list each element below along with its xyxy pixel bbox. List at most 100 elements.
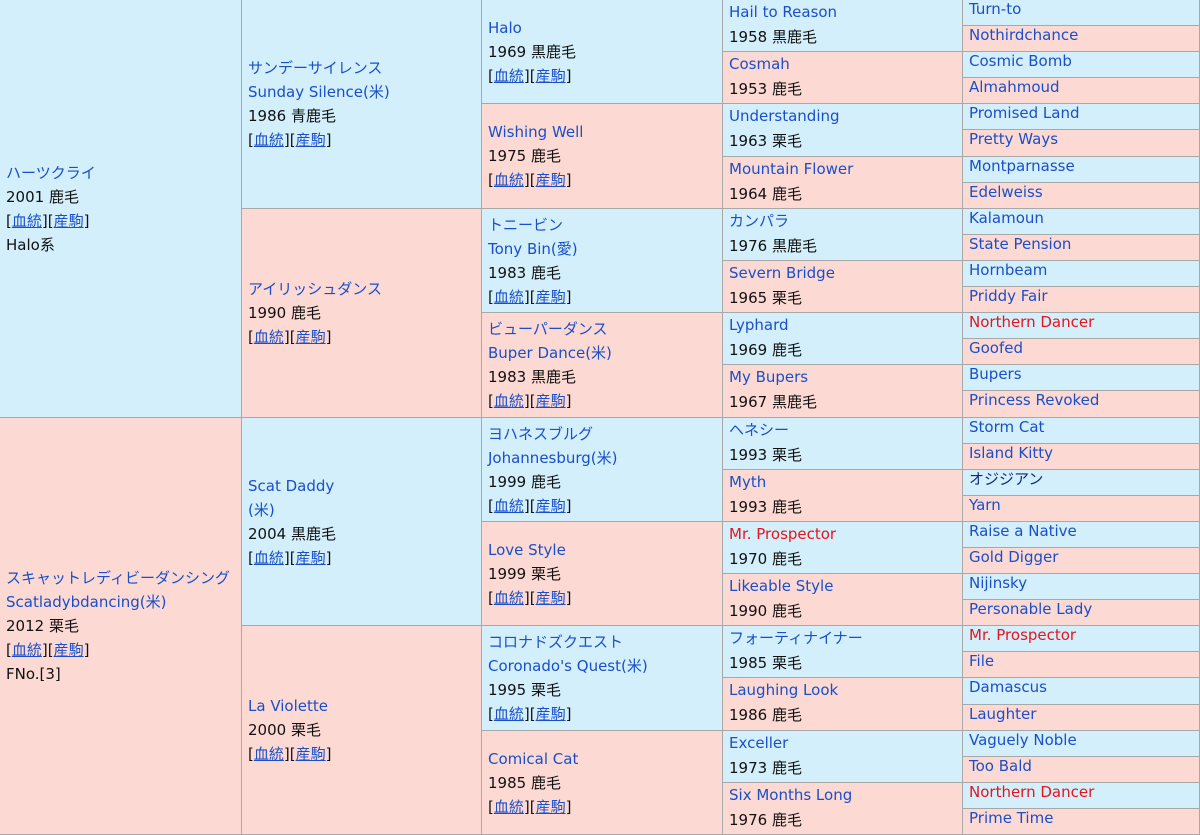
horse-name[interactable]: Coronado's Quest(米) xyxy=(488,657,648,675)
horse-name[interactable]: Severn Bridge xyxy=(729,264,835,282)
link[interactable]: 産駒 xyxy=(53,211,84,230)
horse-name[interactable]: アイリッシュダンス xyxy=(248,280,382,298)
horse-name[interactable]: Love Style xyxy=(488,540,566,559)
horse-name[interactable]: Johannesburg(米) xyxy=(488,448,618,467)
horse-name[interactable]: ハーツクライ xyxy=(6,163,96,182)
horse-name[interactable]: ヘネシー xyxy=(729,421,790,439)
horse-name[interactable]: フォーティナイナー xyxy=(729,629,863,647)
horse-name[interactable]: Scatladybdancing(米) xyxy=(6,593,167,611)
link[interactable]: 血統 xyxy=(253,131,284,149)
horse-name[interactable]: Laughter xyxy=(969,705,1037,723)
horse-name[interactable]: Montparnasse xyxy=(969,157,1075,175)
horse-name[interactable]: Mr. Prospector xyxy=(969,626,1077,644)
link[interactable]: 血統 xyxy=(493,171,524,189)
horse-name[interactable]: File xyxy=(969,652,995,670)
horse-name[interactable]: Prime Time xyxy=(969,809,1054,827)
horse-name[interactable]: Storm Cat xyxy=(969,418,1045,436)
horse-name[interactable]: (米) xyxy=(248,500,275,519)
link[interactable]: 産駒 xyxy=(535,588,566,607)
horse-name[interactable]: My Bupers xyxy=(729,368,809,386)
horse-name[interactable]: Goofed xyxy=(969,339,1024,357)
horse-name[interactable]: Nijinsky xyxy=(969,574,1028,592)
bracket: ][ xyxy=(283,328,296,346)
horse-name[interactable]: カンパラ xyxy=(729,212,790,230)
horse-name[interactable]: Damascus xyxy=(969,678,1047,696)
link[interactable]: 血統 xyxy=(493,392,524,410)
horse-name[interactable]: Yarn xyxy=(969,496,1001,514)
horse-name[interactable]: Island Kitty xyxy=(969,444,1054,462)
link[interactable]: 産駒 xyxy=(535,171,566,189)
horse-name[interactable]: Buper Dance(米) xyxy=(488,344,612,362)
link[interactable]: 産駒 xyxy=(535,287,566,306)
horse-name[interactable]: Raise a Native xyxy=(969,522,1077,540)
link[interactable]: 産駒 xyxy=(295,548,326,567)
link[interactable]: 産駒 xyxy=(535,496,566,515)
horse-name[interactable]: Bupers xyxy=(969,365,1022,383)
link[interactable]: 産駒 xyxy=(295,745,326,763)
horse-name[interactable]: Almahmoud xyxy=(969,78,1060,96)
horse-name[interactable]: Too Bald xyxy=(969,757,1032,775)
horse-name[interactable]: コロナドズクエスト xyxy=(488,633,624,651)
horse-name[interactable]: Halo xyxy=(488,18,522,37)
horse-name[interactable]: Mountain Flower xyxy=(729,160,854,178)
horse-name[interactable]: Mr. Prospector xyxy=(729,525,837,543)
link[interactable]: 血統 xyxy=(11,211,42,230)
horse-name[interactable]: Laughing Look xyxy=(729,681,839,699)
horse-name[interactable]: Exceller xyxy=(729,734,789,752)
link[interactable]: 血統 xyxy=(253,548,284,567)
link[interactable]: 血統 xyxy=(493,287,524,306)
horse-name[interactable]: サンデーサイレンス xyxy=(248,59,383,77)
horse-name[interactable]: Priddy Fair xyxy=(969,287,1048,305)
link[interactable]: 血統 xyxy=(253,328,284,346)
horse-name[interactable]: Wishing Well xyxy=(488,123,584,141)
horse-name[interactable]: Kalamoun xyxy=(969,209,1044,227)
horse-name[interactable]: La Violette xyxy=(248,697,328,715)
horse-name[interactable]: Scat Daddy xyxy=(248,476,335,495)
horse-name[interactable]: Northern Dancer xyxy=(969,313,1095,331)
horse-name[interactable]: Lyphard xyxy=(729,316,789,334)
horse-name[interactable]: Understanding xyxy=(729,107,840,125)
link[interactable]: 血統 xyxy=(493,705,524,723)
horse-name[interactable]: Northern Dancer xyxy=(969,783,1095,801)
link[interactable]: 産駒 xyxy=(295,328,326,346)
horse-name[interactable]: ビューパーダンス xyxy=(488,320,608,338)
horse-name[interactable]: Hornbeam xyxy=(969,261,1048,279)
horse-name[interactable]: Edelweiss xyxy=(969,183,1043,201)
horse-name[interactable]: Turn-to xyxy=(969,0,1022,18)
link[interactable]: 産駒 xyxy=(53,641,84,659)
link[interactable]: 血統 xyxy=(11,641,42,659)
horse-name[interactable]: Personable Lady xyxy=(969,600,1093,618)
horse-name[interactable]: Gold Digger xyxy=(969,548,1059,566)
link[interactable]: 産駒 xyxy=(535,66,566,85)
horse-name[interactable]: Cosmah xyxy=(729,55,790,73)
horse-name[interactable]: Six Months Long xyxy=(729,786,853,804)
horse-name[interactable]: Comical Cat xyxy=(488,749,579,768)
horse-name[interactable]: Princess Revoked xyxy=(969,391,1100,409)
link[interactable]: 血統 xyxy=(493,588,524,607)
horse-name[interactable]: Sunday Silence(米) xyxy=(248,83,390,101)
horse-name[interactable]: トニービン xyxy=(488,215,564,234)
horse-name[interactable]: Vaguely Noble xyxy=(969,731,1077,749)
horse-name[interactable]: Tony Bin(愛) xyxy=(488,239,578,258)
link[interactable]: 産駒 xyxy=(535,705,566,723)
horse-name[interactable]: ヨハネスブルグ xyxy=(488,424,594,443)
horse-name[interactable]: State Pension xyxy=(969,235,1072,253)
link[interactable]: 産駒 xyxy=(535,797,566,816)
link[interactable]: 血統 xyxy=(493,66,524,85)
link[interactable]: 産駒 xyxy=(295,131,326,149)
horse-name[interactable]: Myth xyxy=(729,473,767,491)
link[interactable]: 血統 xyxy=(493,496,524,515)
horse-name[interactable]: Likeable Style xyxy=(729,577,834,595)
bracket: ][ xyxy=(41,641,54,659)
horse-name[interactable]: Cosmic Bomb xyxy=(969,52,1072,70)
horse-name[interactable]: Pretty Ways xyxy=(969,130,1059,148)
bracket: [ xyxy=(488,66,494,85)
horse-name[interactable]: Nothirdchance xyxy=(969,26,1079,44)
horse-name[interactable]: Promised Land xyxy=(969,104,1080,122)
horse-name[interactable]: Hail to Reason xyxy=(729,3,838,21)
horse-name[interactable]: スキャットレディビーダンシング xyxy=(6,569,230,587)
link[interactable]: 産駒 xyxy=(535,392,566,410)
horse-name[interactable]: オジジアン xyxy=(969,470,1044,488)
link[interactable]: 血統 xyxy=(493,797,524,816)
link[interactable]: 血統 xyxy=(253,745,284,763)
